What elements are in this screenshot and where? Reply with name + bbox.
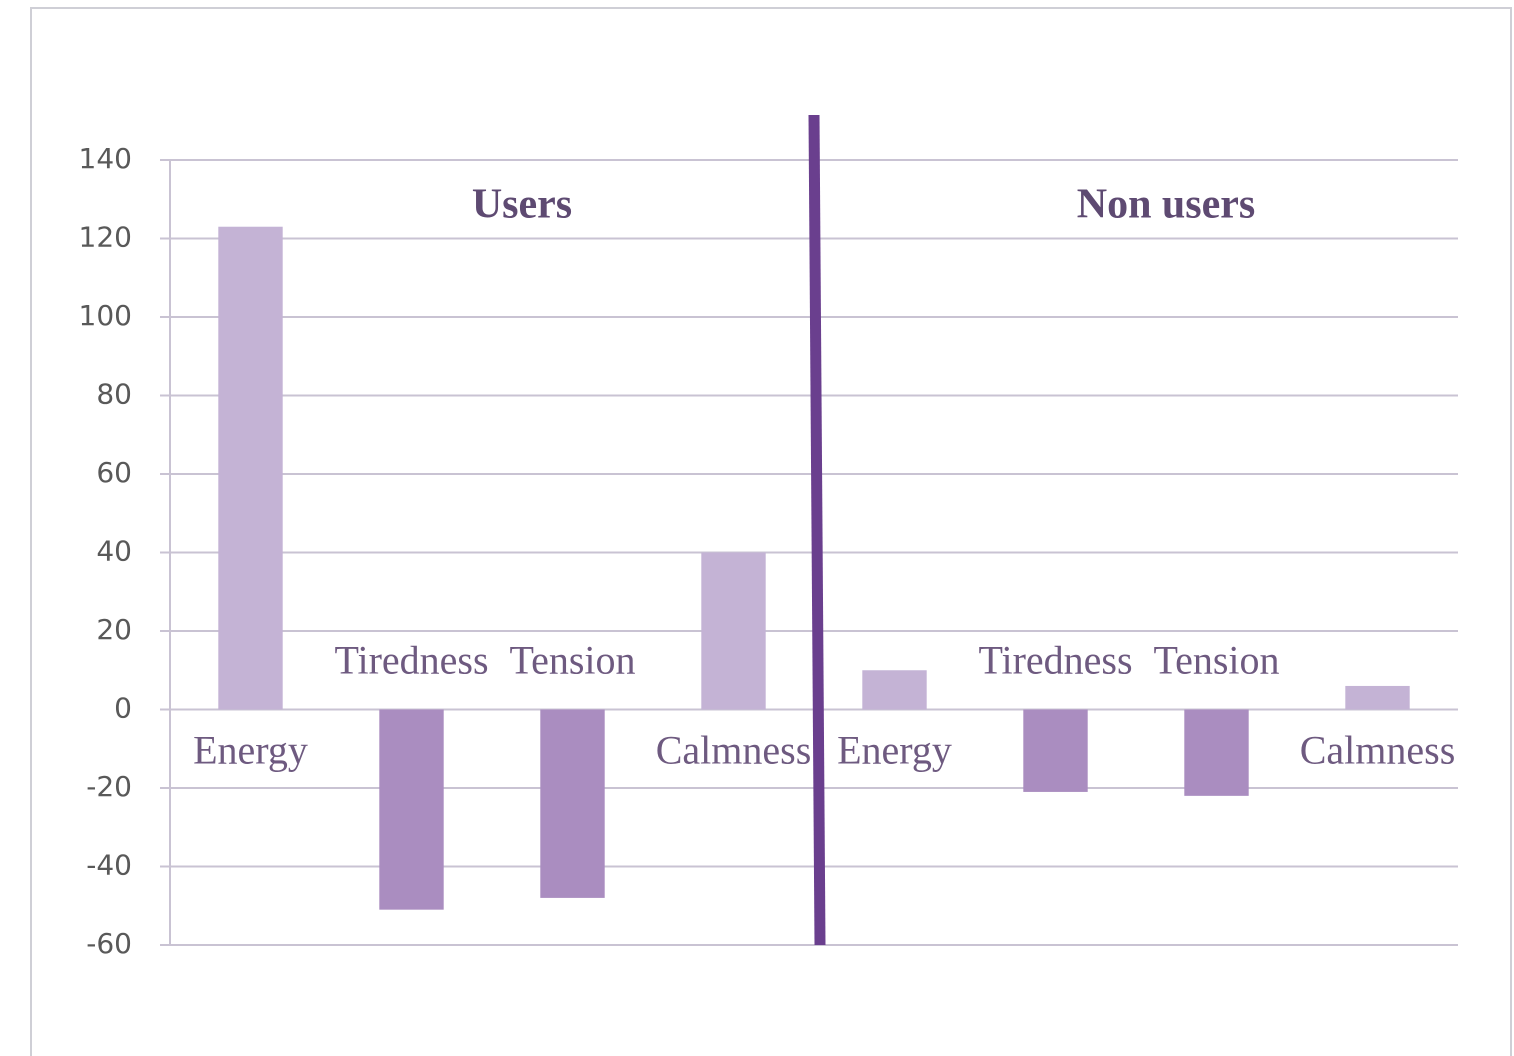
category-label: Calmness <box>656 728 812 773</box>
category-label: Tiredness <box>334 638 488 683</box>
group-label: Users <box>472 182 572 228</box>
chart-border <box>30 7 1512 1056</box>
y-tick-label: 60 <box>96 456 132 489</box>
y-tick-label: 20 <box>96 613 132 646</box>
y-tick-label: 0 <box>114 692 132 725</box>
y-tick-label: -40 <box>86 849 132 882</box>
bar <box>1345 685 1410 710</box>
group-label: Non users <box>1077 182 1256 228</box>
bar <box>218 226 283 710</box>
y-tick-label: -20 <box>86 770 132 803</box>
bar <box>379 709 444 910</box>
y-tick-label: -60 <box>86 927 132 960</box>
category-label: Tension <box>1153 638 1279 683</box>
category-label: Calmness <box>1300 728 1456 773</box>
category-label: Energy <box>837 728 952 773</box>
bar <box>862 670 927 710</box>
bar <box>1023 709 1088 792</box>
y-tick-label: 120 <box>79 221 132 254</box>
y-tick-label: 140 <box>79 142 132 175</box>
y-tick-label: 40 <box>96 535 132 568</box>
y-tick-label: 80 <box>96 378 132 411</box>
group-divider <box>808 114 826 946</box>
bar <box>701 552 766 710</box>
category-label: Energy <box>193 728 308 773</box>
category-label: Tension <box>509 638 635 683</box>
category-label: Tiredness <box>978 638 1132 683</box>
bar <box>1184 709 1249 796</box>
bar <box>540 709 605 898</box>
y-tick-label: 100 <box>79 299 132 332</box>
